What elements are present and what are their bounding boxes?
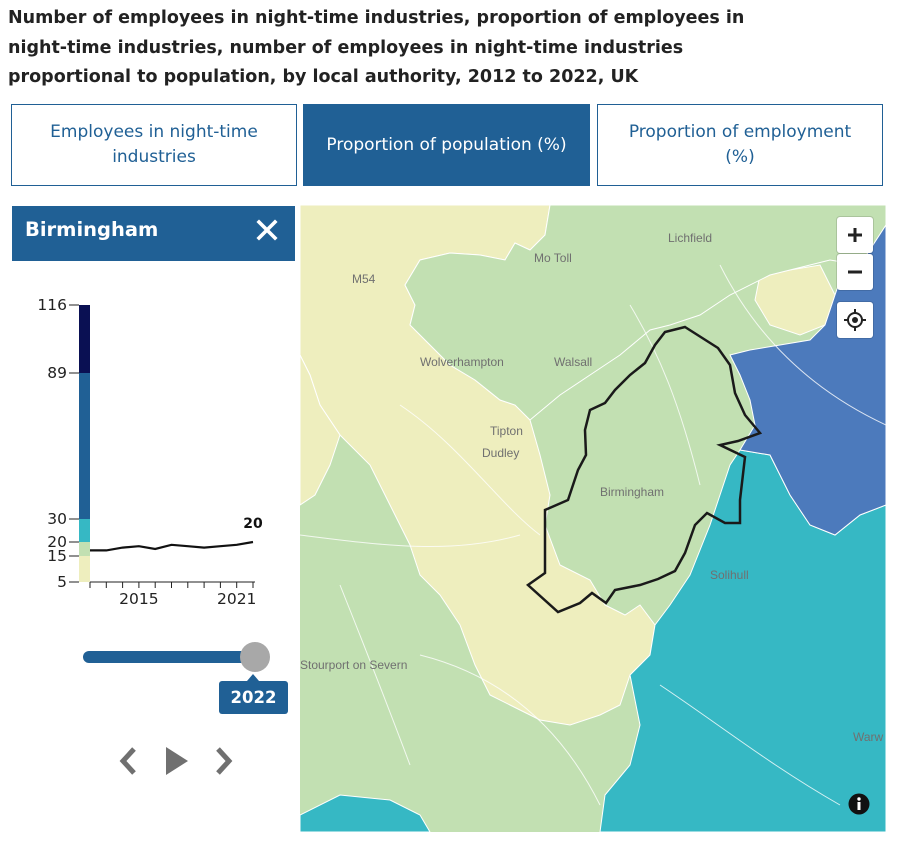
play-icon[interactable]: [162, 742, 192, 780]
year-slider[interactable]: [83, 642, 273, 672]
map-label-motoll: Mo Toll: [534, 251, 572, 265]
chevron-left-icon[interactable]: [116, 742, 142, 780]
tab-proportion-population[interactable]: Proportion of population (%): [303, 104, 590, 186]
x-tick-label-1: 2021: [217, 590, 256, 608]
choropleth-map[interactable]: Lichfield Mo Toll M54 Wolverhampton Wals…: [300, 205, 886, 832]
zoom-out-button[interactable]: [837, 254, 873, 290]
tab-employees-label: Employees in night-time industries: [50, 122, 258, 167]
legend-band-4: [79, 305, 90, 373]
y-tick-label-3: 30: [47, 510, 67, 528]
series-line-0: [90, 540, 254, 552]
legend-band-0: [79, 556, 90, 582]
info-icon[interactable]: [848, 793, 870, 815]
metric-tabs: Employees in night-time industries Propo…: [11, 104, 883, 188]
minus-icon: [848, 270, 862, 274]
area-panel-header: Birmingham: [12, 206, 295, 261]
map-label-lichfield: Lichfield: [668, 231, 712, 245]
tab-proportion-employment[interactable]: Proportion of employment (%): [597, 104, 883, 186]
map-label-solihull: Solihull: [710, 568, 749, 582]
map-label-m54: M54: [352, 272, 376, 286]
birmingham-boundary[interactable]: [526, 325, 763, 614]
map-label-warw: Warw: [853, 730, 884, 744]
y-tick-label-1: 15: [47, 547, 67, 565]
y-tick-label-2: 20: [47, 533, 67, 551]
x-tick-label-0: 2015: [119, 590, 158, 608]
legend-band-1: [79, 542, 90, 556]
map-label-tipton: Tipton: [490, 424, 523, 438]
y-tick-label-4: 89: [47, 364, 67, 382]
map-region-low-2[interactable]: [300, 354, 341, 506]
tab-proportion-employment-label: Proportion of employment (%): [628, 122, 852, 167]
map-region-mid[interactable]: [404, 205, 886, 421]
tab-employees[interactable]: Employees in night-time industries: [11, 104, 297, 186]
map-label-birmingham: Birmingham: [600, 485, 664, 499]
page-title: Number of employees in night-time indust…: [8, 8, 745, 87]
y-tick-label-5: 116: [37, 296, 67, 314]
area-name: Birmingham: [25, 218, 159, 241]
legend-band-3: [79, 373, 90, 519]
map-canvas[interactable]: Lichfield Mo Toll M54 Wolverhampton Wals…: [300, 205, 886, 832]
selected-year-badge: 2022: [219, 674, 288, 714]
map-labels: Lichfield Mo Toll M54 Wolverhampton Wals…: [300, 231, 884, 744]
map-label-stourport: Stourport on Severn: [300, 658, 407, 672]
zoom-in-button[interactable]: [837, 217, 873, 253]
map-label-walsall: Walsall: [554, 355, 592, 369]
playback-controls: [114, 742, 244, 780]
map-label-wolverhampton: Wolverhampton: [420, 355, 504, 369]
chevron-right-icon[interactable]: [210, 742, 236, 780]
end-value-label: 20: [243, 516, 263, 532]
legend-band-2: [79, 519, 90, 542]
map-roads: [300, 264, 886, 806]
plus-icon: [848, 228, 862, 242]
locate-icon: [844, 309, 866, 331]
tab-proportion-population-label: Proportion of population (%): [326, 134, 567, 155]
year-slider-handle[interactable]: [240, 642, 270, 672]
map-label-dudley: Dudley: [482, 446, 519, 460]
close-icon[interactable]: [255, 218, 279, 242]
locate-button[interactable]: [837, 302, 873, 338]
map-region-low-3[interactable]: [754, 264, 836, 336]
selected-year: 2022: [230, 688, 277, 707]
y-tick-label-0: 5: [57, 573, 67, 591]
map-region-high-2[interactable]: [300, 794, 431, 832]
year-slider-track[interactable]: [83, 651, 255, 663]
